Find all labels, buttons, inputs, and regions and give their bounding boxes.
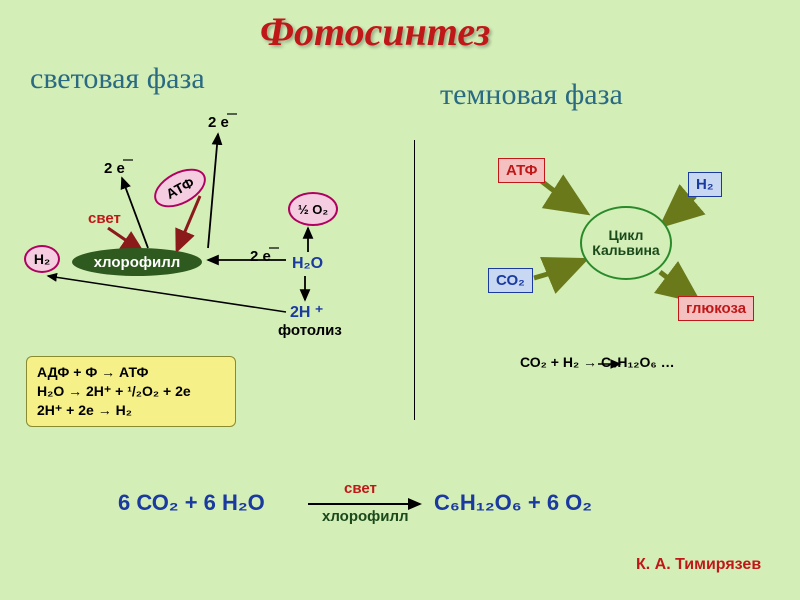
electron-label-c: 2 е xyxy=(250,248,271,265)
h2-box: Н₂ xyxy=(688,172,722,197)
photolysis-label: фотолиз xyxy=(278,322,342,339)
final-eq-light: свет xyxy=(344,480,377,497)
light-phase-title: световая фаза xyxy=(30,62,205,96)
co2-box: СО₂ xyxy=(488,268,533,293)
calvin-cycle: Цикл Кальвина xyxy=(580,206,672,280)
eq-line-2: Н₂О → 2Н⁺ + ¹/₂О₂ + 2е xyxy=(37,382,225,401)
main-title: Фотосинтез xyxy=(260,8,490,55)
final-eq-reactants: 6 СО₂ + 6 Н₂О xyxy=(118,490,265,516)
phase-divider xyxy=(414,140,415,420)
h2o-label: Н₂О xyxy=(292,255,323,273)
dark-phase-title: темновая фаза xyxy=(440,78,623,112)
atp-box: АТФ xyxy=(498,158,545,183)
chlorophyll-oval: хлорофилл xyxy=(72,248,202,276)
dark-phase-equation: СО₂ + Н₂ → С₆Н₁₂О₆ … xyxy=(520,354,675,370)
glucose-box: глюкоза xyxy=(678,296,754,321)
eq-line-3: 2Н⁺ + 2е → Н₂ xyxy=(37,401,225,420)
o2-oval: ½ О₂ xyxy=(288,192,338,226)
light-label: свет xyxy=(88,210,121,227)
h2plus-label: 2Н ⁺ xyxy=(290,302,323,322)
electron-label-a: 2 е xyxy=(208,114,229,131)
final-eq-products: С₆Н₁₂О₆ + 6 О₂ xyxy=(434,490,592,516)
author-credit: К. А. Тимирязев xyxy=(636,556,761,574)
final-eq-chlorophyll: хлорофилл xyxy=(322,508,409,525)
calvin-line1: Цикл xyxy=(609,228,644,243)
equation-box: АДФ + Ф → АТФ Н₂О → 2Н⁺ + ¹/₂О₂ + 2е 2Н⁺… xyxy=(26,356,236,427)
calvin-line2: Кальвина xyxy=(592,243,659,258)
h2-oval: Н₂ xyxy=(24,245,60,273)
eq-line-1: АДФ + Ф → АТФ xyxy=(37,363,225,382)
electron-label-b: 2 е xyxy=(104,160,125,177)
